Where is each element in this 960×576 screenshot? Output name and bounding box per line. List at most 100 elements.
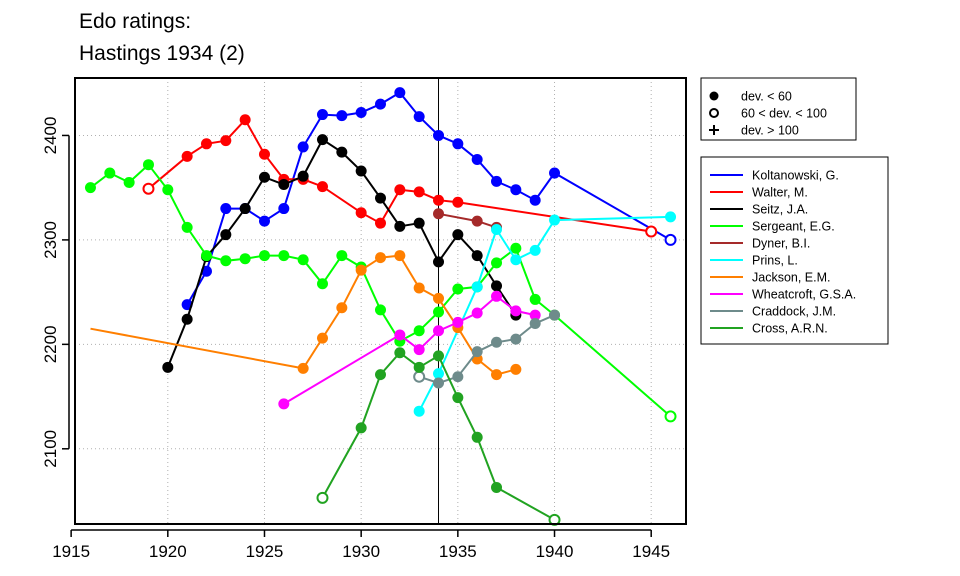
x-tick-label: 1935 <box>439 542 477 561</box>
series-legend-item-wheatcroft-g-s-a: Wheatcroft, G.S.A. <box>710 288 856 302</box>
data-point <box>433 129 445 141</box>
data-point <box>394 184 406 196</box>
data-point <box>297 141 309 153</box>
plus-icon <box>709 125 719 135</box>
data-point <box>355 422 367 434</box>
data-point <box>278 203 290 215</box>
data-point <box>433 194 445 206</box>
data-point <box>375 98 386 110</box>
series-legend: Koltanowski, G. Walter, M. Seitz, J.A. Serg… <box>700 156 889 345</box>
data-point <box>200 138 212 150</box>
data-point <box>375 252 386 264</box>
data-point <box>316 109 328 121</box>
series-prins-l <box>413 211 677 417</box>
chart-title-line-1: Edo ratings: <box>79 10 191 33</box>
marker-legend-box <box>700 77 857 141</box>
data-point <box>336 250 348 262</box>
series-legend-label: Dyner, B.I. <box>752 237 810 251</box>
series-legend-label: Cross, A.R.N. <box>752 322 828 336</box>
data-point <box>375 304 386 316</box>
data-point <box>220 229 232 241</box>
series-legend-label: Wheatcroft, G.S.A. <box>752 288 856 302</box>
data-point <box>452 229 464 241</box>
data-point <box>220 135 232 147</box>
series-legend-item-walter-m: Walter, M. <box>710 186 808 200</box>
data-point <box>433 325 445 337</box>
data-point <box>491 223 503 235</box>
data-point <box>239 203 251 215</box>
data-point <box>104 167 116 179</box>
data-point <box>394 329 406 341</box>
series-legend-label: Koltanowski, G. <box>752 169 839 183</box>
data-point <box>529 293 541 305</box>
data-point <box>336 302 348 314</box>
data-point <box>297 254 309 266</box>
series-legend-label: Seitz, J.A. <box>752 203 808 217</box>
data-point <box>433 377 445 389</box>
x-tick-label: 1940 <box>536 542 574 561</box>
data-point <box>664 410 677 423</box>
data-point <box>471 250 483 262</box>
data-point <box>316 181 328 193</box>
series-legend-label: Walter, M. <box>752 186 808 200</box>
x-tick-label: 1925 <box>246 542 284 561</box>
data-point <box>316 278 328 290</box>
data-point <box>491 280 503 292</box>
x-tick-label: 1945 <box>632 542 670 561</box>
data-point <box>181 150 193 162</box>
data-point <box>413 325 425 337</box>
data-point <box>471 346 483 358</box>
data-point <box>181 221 193 233</box>
data-point <box>529 244 541 256</box>
data-point <box>355 165 367 177</box>
data-point <box>510 254 522 266</box>
series-craddock-j-m <box>413 309 561 389</box>
data-point <box>239 253 251 265</box>
data-point <box>452 371 464 383</box>
series-layer <box>84 87 677 526</box>
data-point <box>433 292 445 304</box>
series-legend-item-dyner-b-i: Dyner, B.I. <box>710 237 810 251</box>
data-point <box>278 250 290 262</box>
data-point <box>510 333 522 345</box>
y-tick-label: 2200 <box>41 325 60 363</box>
x-tick-label: 1930 <box>342 542 380 561</box>
data-point <box>452 196 464 208</box>
data-point <box>510 242 522 254</box>
data-point <box>433 306 445 318</box>
series-line-prins-l <box>418 215 671 412</box>
data-point <box>84 182 96 194</box>
data-point <box>413 282 425 294</box>
series-line-cross-a-r-n <box>321 351 555 521</box>
series-legend-label: Prins, L. <box>752 254 798 268</box>
y-axis: 2100 2200 2300 2400 <box>41 117 70 468</box>
chart-title-line-2: Hastings 1934 (2) <box>79 42 245 65</box>
data-point <box>471 215 483 227</box>
data-point <box>491 257 503 269</box>
data-point <box>297 362 309 374</box>
data-point <box>413 217 425 229</box>
x-tick-label: 1915 <box>52 542 90 561</box>
data-point <box>258 148 270 160</box>
data-point <box>413 111 425 123</box>
data-point <box>413 405 425 417</box>
data-point <box>413 370 426 383</box>
data-point <box>258 250 270 262</box>
x-tick-label: 1920 <box>149 542 187 561</box>
data-point <box>510 305 522 317</box>
data-point <box>375 192 386 204</box>
series-legend-item-koltanowski-g: Koltanowski, G. <box>710 169 839 183</box>
series-legend-item-craddock-j-m: Craddock, J.M. <box>710 305 836 319</box>
series-legend-item-jackson-e-m: Jackson, E.M. <box>710 271 831 285</box>
data-point <box>433 368 445 380</box>
data-point <box>645 225 658 238</box>
data-point <box>142 159 154 171</box>
data-point <box>491 290 503 302</box>
plot-frame <box>74 77 687 525</box>
series-legend-label: Jackson, E.M. <box>752 271 831 285</box>
data-point <box>529 309 541 321</box>
data-point <box>355 207 367 219</box>
data-point <box>278 179 290 191</box>
series-legend-item-cross-a-r-n: Cross, A.R.N. <box>710 322 828 336</box>
